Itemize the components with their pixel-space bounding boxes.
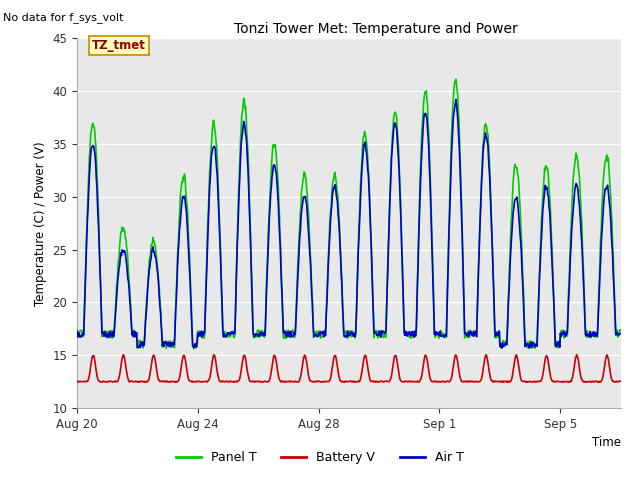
Y-axis label: Temperature (C) / Power (V): Temperature (C) / Power (V) [34,141,47,305]
Legend: Panel T, Battery V, Air T: Panel T, Battery V, Air T [171,446,469,469]
Text: TZ_tmet: TZ_tmet [92,39,146,52]
Text: No data for f_sys_volt: No data for f_sys_volt [3,12,124,23]
X-axis label: Time: Time [592,436,621,449]
Title: Tonzi Tower Met: Temperature and Power: Tonzi Tower Met: Temperature and Power [234,22,518,36]
